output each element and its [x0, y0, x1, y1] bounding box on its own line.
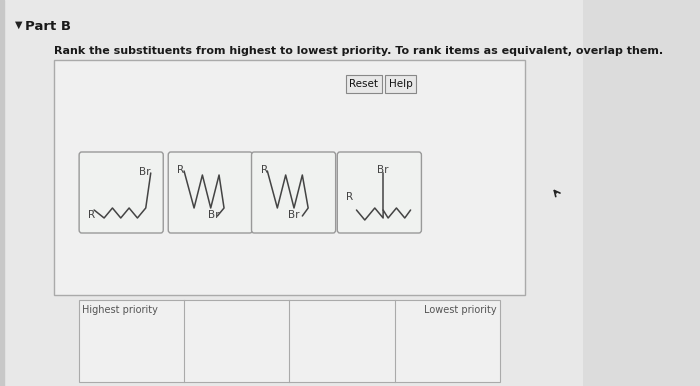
Text: Br: Br [288, 210, 300, 220]
Text: R: R [177, 165, 185, 175]
Text: Br: Br [209, 210, 220, 220]
Text: Br: Br [139, 167, 150, 177]
Text: Rank the substituents from highest to lowest priority. To rank items as equivale: Rank the substituents from highest to lo… [54, 46, 664, 56]
FancyBboxPatch shape [0, 0, 583, 386]
FancyBboxPatch shape [168, 152, 253, 233]
Bar [79, 300, 500, 382]
Text: R: R [88, 210, 95, 220]
Text: ▼: ▼ [15, 20, 22, 30]
Bar [0, 0, 4, 386]
Text: Reset: Reset [349, 79, 379, 89]
Text: Br: Br [377, 165, 389, 175]
FancyBboxPatch shape [54, 60, 525, 295]
FancyBboxPatch shape [385, 75, 416, 93]
Text: R: R [346, 192, 354, 202]
Text: Help: Help [389, 79, 412, 89]
FancyBboxPatch shape [346, 75, 382, 93]
Text: Highest priority: Highest priority [83, 305, 158, 315]
Text: R: R [260, 165, 268, 175]
Text: Part B: Part B [25, 20, 71, 33]
Text: Lowest priority: Lowest priority [424, 305, 496, 315]
FancyBboxPatch shape [251, 152, 335, 233]
FancyBboxPatch shape [337, 152, 421, 233]
FancyBboxPatch shape [79, 152, 163, 233]
